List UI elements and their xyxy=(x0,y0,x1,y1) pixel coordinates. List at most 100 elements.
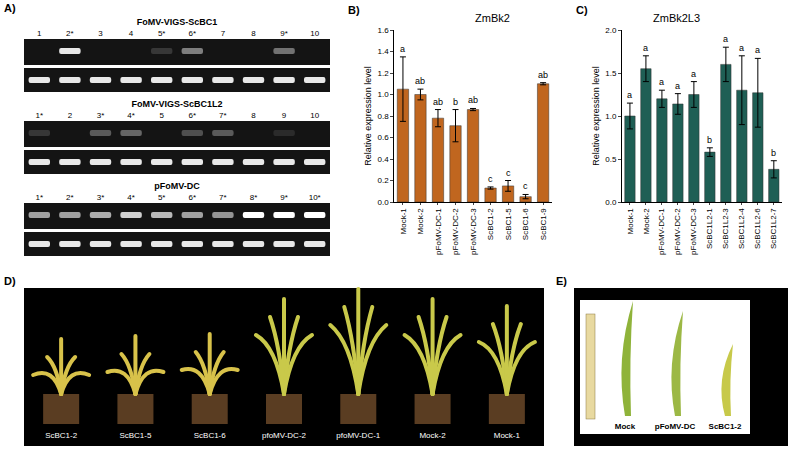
svg-text:ScBC1-5: ScBC1-5 xyxy=(504,208,513,241)
svg-text:0.2: 0.2 xyxy=(377,176,389,185)
svg-text:pfoMV-DC-1: pfoMV-DC-1 xyxy=(336,431,381,440)
svg-text:ScBC1-5: ScBC1-5 xyxy=(119,431,152,440)
svg-text:1: 1 xyxy=(37,29,42,38)
svg-text:Mock-1: Mock-1 xyxy=(626,208,635,235)
svg-text:6*: 6* xyxy=(189,193,197,202)
svg-text:3*: 3* xyxy=(97,111,105,120)
svg-text:Mock-2: Mock-2 xyxy=(642,208,651,235)
svg-text:A): A) xyxy=(4,2,16,14)
svg-text:pFoMV-DC-3: pFoMV-DC-3 xyxy=(689,208,698,255)
svg-text:4*: 4* xyxy=(127,193,135,202)
svg-text:c: c xyxy=(523,181,528,191)
svg-text:ScBC1-9: ScBC1-9 xyxy=(539,208,548,241)
svg-text:a: a xyxy=(643,43,648,53)
svg-text:ScBC1L2-7: ScBC1L2-7 xyxy=(769,208,778,249)
svg-text:ZmBk2L3: ZmBk2L3 xyxy=(653,12,700,24)
svg-text:pFoMV-DC: pFoMV-DC xyxy=(154,181,200,191)
svg-text:8*: 8* xyxy=(250,193,258,202)
svg-text:a: a xyxy=(691,69,696,79)
svg-text:FoMV-VIGS-ScBC1: FoMV-VIGS-ScBC1 xyxy=(137,17,218,27)
svg-text:pFoMV-DC-2: pFoMV-DC-2 xyxy=(451,208,460,255)
svg-text:ScBC1L2-3: ScBC1L2-3 xyxy=(721,208,730,249)
svg-text:a: a xyxy=(659,77,664,87)
svg-text:1.2: 1.2 xyxy=(377,69,389,78)
svg-text:ScBC1-2: ScBC1-2 xyxy=(709,422,742,431)
svg-text:pFoMV-DC-1: pFoMV-DC-1 xyxy=(658,208,667,255)
svg-text:E): E) xyxy=(556,275,567,287)
svg-text:7*: 7* xyxy=(219,193,227,202)
svg-text:3*: 3* xyxy=(97,193,105,202)
svg-text:ScBC1-2: ScBC1-2 xyxy=(45,431,78,440)
svg-text:3: 3 xyxy=(98,29,103,38)
svg-text:ScBC1-6: ScBC1-6 xyxy=(521,208,530,241)
svg-text:1.0: 1.0 xyxy=(605,112,617,121)
svg-text:7*: 7* xyxy=(219,111,227,120)
svg-text:ScBC1L2-6: ScBC1L2-6 xyxy=(753,208,762,249)
svg-text:D): D) xyxy=(4,275,16,287)
svg-text:Mock-1: Mock-1 xyxy=(494,431,521,440)
svg-text:4*: 4* xyxy=(127,111,135,120)
svg-text:ScBC1L2-4: ScBC1L2-4 xyxy=(737,208,746,249)
svg-text:Mock: Mock xyxy=(615,422,636,431)
svg-text:a: a xyxy=(723,34,728,44)
svg-text:0.8: 0.8 xyxy=(377,112,389,121)
svg-text:9: 9 xyxy=(282,111,287,120)
svg-text:C): C) xyxy=(576,4,588,16)
svg-text:b: b xyxy=(707,135,712,145)
svg-text:10: 10 xyxy=(310,111,319,120)
svg-text:6*: 6* xyxy=(189,29,197,38)
svg-text:Mock-1: Mock-1 xyxy=(399,208,408,235)
svg-text:1.6: 1.6 xyxy=(377,26,389,35)
svg-text:pFoMV-DC-1: pFoMV-DC-1 xyxy=(434,208,443,255)
svg-text:0.5: 0.5 xyxy=(605,155,617,164)
svg-text:9*: 9* xyxy=(280,29,288,38)
svg-text:c: c xyxy=(506,168,511,178)
svg-text:5: 5 xyxy=(159,111,164,120)
svg-text:a: a xyxy=(400,44,405,54)
svg-text:1*: 1* xyxy=(36,111,44,120)
svg-text:ab: ab xyxy=(468,95,478,105)
svg-text:6*: 6* xyxy=(189,111,197,120)
svg-text:pFoMV-DC-3: pFoMV-DC-3 xyxy=(469,208,478,255)
svg-text:ScBC1-6: ScBC1-6 xyxy=(194,431,227,440)
svg-text:b: b xyxy=(453,97,458,107)
svg-text:2*: 2* xyxy=(66,193,74,202)
svg-text:c: c xyxy=(488,174,493,184)
svg-text:ab: ab xyxy=(415,76,425,86)
svg-text:b: b xyxy=(771,148,776,158)
svg-text:2: 2 xyxy=(68,111,73,120)
svg-text:5*: 5* xyxy=(158,29,166,38)
svg-text:8: 8 xyxy=(251,29,256,38)
svg-text:ZmBk2: ZmBk2 xyxy=(475,12,510,24)
svg-text:1.5: 1.5 xyxy=(605,69,617,78)
svg-text:a: a xyxy=(627,90,632,100)
svg-text:pfoMV-DC-2: pfoMV-DC-2 xyxy=(262,431,307,440)
svg-text:Relative expression level: Relative expression level xyxy=(363,66,373,166)
svg-text:1.4: 1.4 xyxy=(377,47,389,56)
svg-text:0.6: 0.6 xyxy=(377,133,389,142)
svg-text:9*: 9* xyxy=(280,193,288,202)
svg-text:pFoMV-DC-2: pFoMV-DC-2 xyxy=(673,208,682,255)
svg-text:ScBC1-2: ScBC1-2 xyxy=(486,208,495,241)
svg-text:a: a xyxy=(739,43,744,53)
svg-text:1.0: 1.0 xyxy=(377,90,389,99)
svg-text:10: 10 xyxy=(310,29,319,38)
svg-text:2*: 2* xyxy=(66,29,74,38)
svg-text:ab: ab xyxy=(433,97,443,107)
svg-text:Mock-2: Mock-2 xyxy=(416,208,425,235)
svg-text:a: a xyxy=(675,81,680,91)
svg-text:7: 7 xyxy=(221,29,226,38)
svg-text:0.0: 0.0 xyxy=(377,198,389,207)
svg-text:pFoMV-DC: pFoMV-DC xyxy=(655,422,696,431)
svg-text:4: 4 xyxy=(129,29,134,38)
svg-text:Mock-2: Mock-2 xyxy=(419,431,446,440)
svg-text:FoMV-VIGS-ScBC1L2: FoMV-VIGS-ScBC1L2 xyxy=(131,99,222,109)
svg-text:ab: ab xyxy=(538,70,548,80)
svg-text:1*: 1* xyxy=(36,193,44,202)
svg-text:8: 8 xyxy=(251,111,256,120)
svg-text:0.0: 0.0 xyxy=(605,198,617,207)
svg-text:B): B) xyxy=(348,4,360,16)
svg-text:0.4: 0.4 xyxy=(377,155,389,164)
svg-text:10*: 10* xyxy=(309,193,321,202)
svg-text:5*: 5* xyxy=(158,193,166,202)
